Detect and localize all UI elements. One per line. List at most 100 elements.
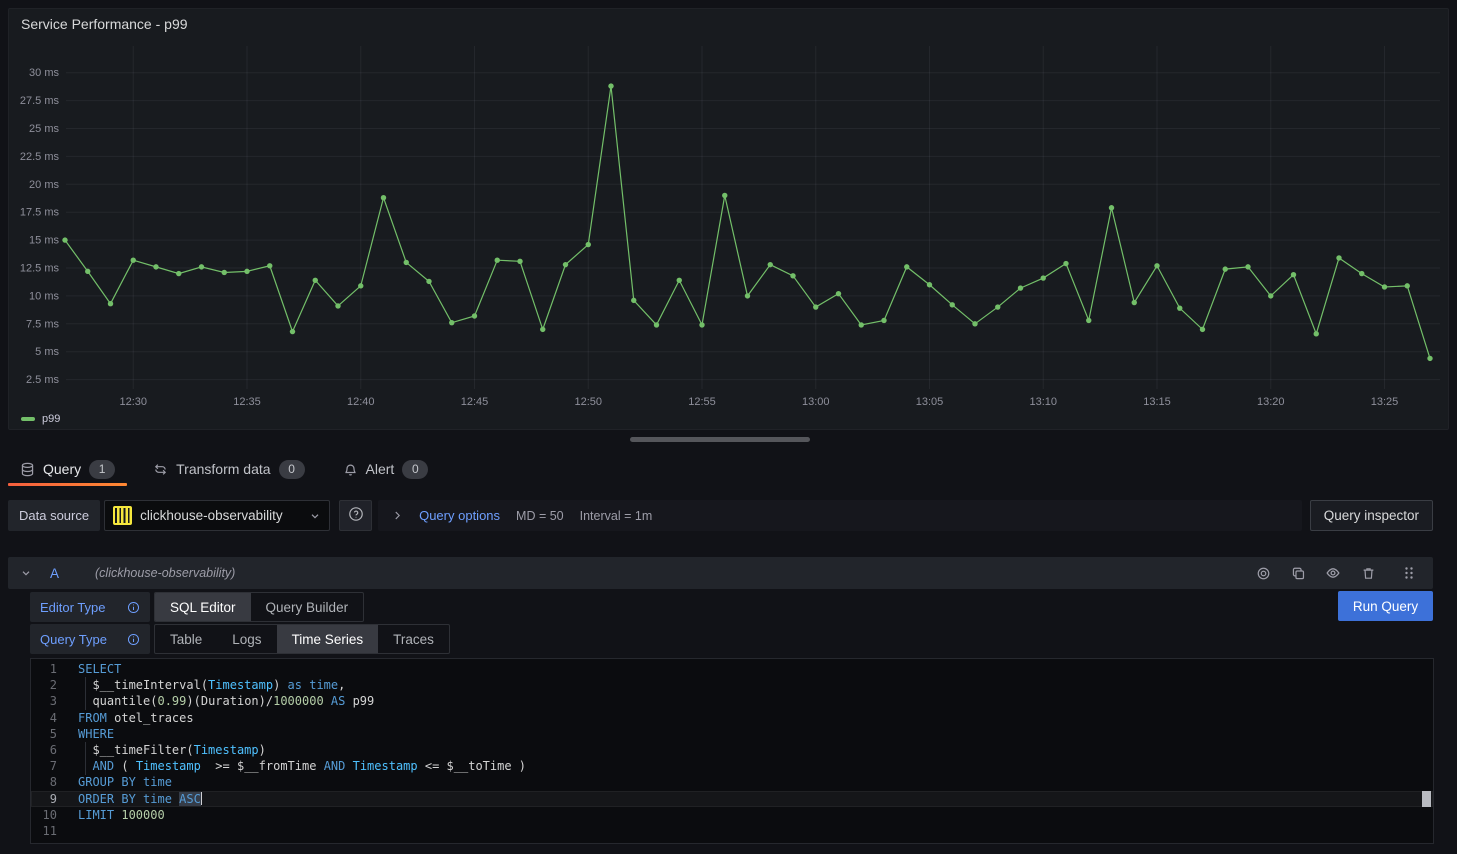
code-line[interactable]: 1SELECT bbox=[31, 661, 1433, 677]
svg-text:30 ms: 30 ms bbox=[29, 67, 59, 79]
interval-value: Interval = 1m bbox=[580, 509, 653, 523]
svg-text:22.5 ms: 22.5 ms bbox=[20, 151, 60, 163]
code-line[interactable]: 5WHERE bbox=[31, 726, 1433, 742]
svg-text:13:10: 13:10 bbox=[1029, 396, 1057, 408]
svg-text:13:15: 13:15 bbox=[1143, 396, 1171, 408]
datasource-value: clickhouse-observability bbox=[140, 508, 301, 523]
svg-text:25 ms: 25 ms bbox=[29, 123, 59, 135]
datasource-label: Data source bbox=[8, 500, 100, 531]
code-line[interactable]: 4FROM otel_traces bbox=[31, 710, 1433, 726]
sql-editor[interactable]: 1SELECT2 $__timeInterval(Timestamp) as t… bbox=[30, 658, 1434, 844]
svg-text:5 ms: 5 ms bbox=[35, 346, 59, 358]
timeseries-chart[interactable]: 2.5 ms5 ms7.5 ms10 ms12.5 ms15 ms17.5 ms… bbox=[9, 9, 1448, 409]
tab-alert[interactable]: Alert 0 bbox=[331, 452, 441, 486]
chart-legend[interactable]: p99 bbox=[21, 413, 60, 425]
svg-text:13:00: 13:00 bbox=[802, 396, 830, 408]
datasource-picker[interactable]: clickhouse-observability bbox=[104, 500, 330, 531]
query-options-strip[interactable]: Query options MD = 50 Interval = 1m bbox=[378, 500, 1302, 531]
tab-alert-count-badge: 0 bbox=[402, 460, 428, 479]
code-line[interactable]: 7 AND ( Timestamp >= $__fromTime AND Tim… bbox=[31, 758, 1433, 774]
chart-panel: Service Performance - p99 2.5 ms5 ms7.5 … bbox=[8, 8, 1449, 430]
editor-type-label-box: Editor Type bbox=[30, 592, 150, 622]
editor-type-sql-editor[interactable]: SQL Editor bbox=[155, 593, 251, 621]
question-circle-icon bbox=[348, 506, 364, 525]
editor-type-row: Editor Type SQL Editor Query Builder bbox=[30, 592, 364, 622]
tab-alert-label: Alert bbox=[366, 461, 395, 477]
grafana-panel-editor: { "colors": { "series_green": "#73BF69",… bbox=[0, 0, 1457, 854]
query-ref-name[interactable]: A bbox=[50, 566, 59, 581]
svg-text:12:40: 12:40 bbox=[347, 396, 375, 408]
svg-text:13:20: 13:20 bbox=[1257, 396, 1285, 408]
indent-guide bbox=[85, 677, 86, 710]
query-row-header[interactable]: A (clickhouse-observability) bbox=[8, 557, 1433, 589]
tab-query[interactable]: Query 1 bbox=[8, 452, 127, 486]
svg-text:12:35: 12:35 bbox=[233, 396, 261, 408]
active-tab-underline bbox=[8, 483, 127, 486]
svg-text:12.5 ms: 12.5 ms bbox=[20, 263, 60, 275]
editor-type-label: Editor Type bbox=[40, 600, 106, 615]
tab-transform-count-badge: 0 bbox=[279, 460, 305, 479]
tab-transform-data[interactable]: Transform data 0 bbox=[141, 452, 316, 486]
svg-text:12:30: 12:30 bbox=[119, 396, 147, 408]
datasource-row: Data source clickhouse-observability Que… bbox=[8, 500, 1433, 531]
query-row-actions bbox=[1251, 561, 1421, 585]
clickhouse-logo-icon bbox=[113, 506, 132, 525]
query-type-logs[interactable]: Logs bbox=[217, 625, 276, 653]
transform-icon bbox=[153, 462, 168, 477]
legend-swatch-p99 bbox=[21, 417, 35, 421]
svg-text:10 ms: 10 ms bbox=[29, 290, 59, 302]
svg-text:12:45: 12:45 bbox=[461, 396, 489, 408]
run-query-button[interactable]: Run Query bbox=[1338, 591, 1433, 621]
query-type-traces[interactable]: Traces bbox=[378, 625, 449, 653]
svg-text:12:50: 12:50 bbox=[574, 396, 602, 408]
svg-text:13:25: 13:25 bbox=[1371, 396, 1399, 408]
chevron-down-icon bbox=[309, 510, 321, 522]
code-line[interactable]: 2 $__timeInterval(Timestamp) as time, bbox=[31, 677, 1433, 693]
query-type-row: Query Type Table Logs Time Series Traces bbox=[30, 624, 450, 654]
datasource-help-button[interactable] bbox=[339, 500, 372, 531]
svg-text:12:55: 12:55 bbox=[688, 396, 716, 408]
code-line[interactable]: 6 $__timeFilter(Timestamp) bbox=[31, 742, 1433, 758]
tab-query-count-badge: 1 bbox=[89, 460, 115, 479]
collapse-chevron-icon[interactable] bbox=[20, 567, 32, 579]
indent-guide bbox=[85, 742, 86, 775]
query-type-label: Query Type bbox=[40, 632, 107, 647]
sql-code-lines: 1SELECT2 $__timeInterval(Timestamp) as t… bbox=[31, 661, 1433, 839]
svg-text:13:05: 13:05 bbox=[916, 396, 944, 408]
svg-text:27.5 ms: 27.5 ms bbox=[20, 95, 60, 107]
hide-response-eye-icon[interactable] bbox=[1321, 561, 1345, 585]
svg-text:7.5 ms: 7.5 ms bbox=[26, 318, 60, 330]
code-line[interactable]: 11 bbox=[31, 823, 1433, 839]
tab-query-label: Query bbox=[43, 461, 81, 477]
code-line[interactable]: 9ORDER BY time ASC bbox=[31, 791, 1433, 807]
editor-type-radio-group: SQL Editor Query Builder bbox=[154, 592, 364, 622]
code-line[interactable]: 8GROUP BY time bbox=[31, 774, 1433, 790]
svg-text:17.5 ms: 17.5 ms bbox=[20, 207, 60, 219]
query-options-link[interactable]: Query options bbox=[419, 508, 500, 523]
disable-query-icon[interactable] bbox=[1251, 561, 1275, 585]
svg-text:2.5 ms: 2.5 ms bbox=[26, 374, 60, 386]
query-type-radio-group: Table Logs Time Series Traces bbox=[154, 624, 450, 654]
remove-query-trash-icon[interactable] bbox=[1356, 561, 1380, 585]
horizontal-scrollbar-thumb[interactable] bbox=[630, 437, 810, 442]
query-type-time-series[interactable]: Time Series bbox=[277, 625, 379, 653]
svg-text:20 ms: 20 ms bbox=[29, 179, 59, 191]
legend-label[interactable]: p99 bbox=[42, 413, 60, 425]
info-circle-icon[interactable] bbox=[127, 601, 140, 614]
bell-icon bbox=[343, 462, 358, 477]
query-inspector-button[interactable]: Query inspector bbox=[1310, 500, 1433, 531]
code-line[interactable]: 10LIMIT 100000 bbox=[31, 807, 1433, 823]
drag-handle-icon[interactable] bbox=[1397, 561, 1421, 585]
duplicate-query-icon[interactable] bbox=[1286, 561, 1310, 585]
query-datasource-hint: (clickhouse-observability) bbox=[95, 566, 235, 580]
query-type-label-box: Query Type bbox=[30, 624, 150, 654]
max-data-points-value: MD = 50 bbox=[516, 509, 564, 523]
chart-canvas[interactable]: 2.5 ms5 ms7.5 ms10 ms12.5 ms15 ms17.5 ms… bbox=[9, 9, 1448, 409]
text-cursor bbox=[201, 792, 203, 805]
editor-tabs: Query 1 Transform data 0 Alert 0 bbox=[8, 452, 454, 486]
code-line[interactable]: 3 quantile(0.99)(Duration)/1000000 AS p9… bbox=[31, 693, 1433, 709]
info-circle-icon[interactable] bbox=[127, 633, 140, 646]
editor-type-query-builder[interactable]: Query Builder bbox=[251, 593, 364, 621]
database-icon bbox=[20, 462, 35, 477]
query-type-table[interactable]: Table bbox=[155, 625, 217, 653]
